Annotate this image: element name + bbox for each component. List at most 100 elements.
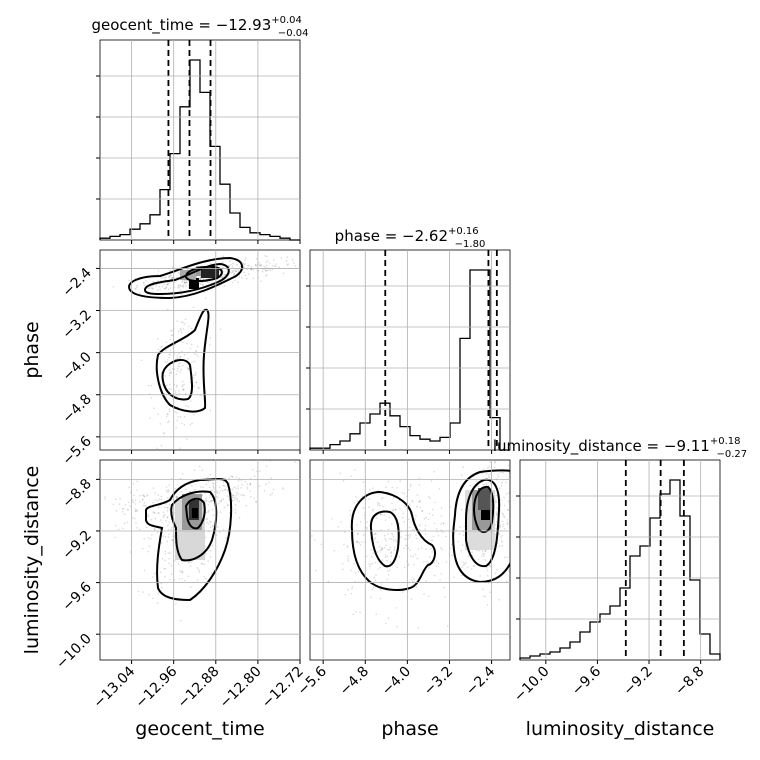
sample-point (251, 469, 254, 471)
sample-point (161, 345, 163, 348)
sample-point (477, 485, 479, 488)
sample-point (194, 488, 196, 491)
sample-point (409, 483, 412, 486)
sample-point (168, 276, 170, 278)
frame-phase-hist (309, 249, 511, 451)
sample-point (198, 387, 200, 389)
sample-point (463, 525, 466, 527)
sample-point (204, 492, 206, 494)
sample-point (486, 604, 489, 606)
sample-point (489, 476, 491, 479)
sample-point (381, 559, 384, 561)
sample-point (375, 574, 377, 576)
sample-point (377, 504, 379, 506)
sample-point (244, 257, 247, 260)
sample-point (384, 556, 387, 558)
sample-point (236, 497, 238, 500)
sample-point (202, 284, 204, 286)
sample-point (250, 268, 253, 271)
sample-point (413, 577, 415, 580)
sample-point (143, 281, 145, 284)
sample-point (175, 373, 178, 376)
sample-point (496, 513, 498, 515)
sample-point (258, 485, 261, 488)
sample-point (495, 511, 498, 513)
sample-point (169, 552, 171, 554)
sample-point (419, 506, 422, 509)
sample-point (408, 526, 411, 529)
sample-point (379, 566, 382, 569)
sample-point (194, 374, 197, 376)
sample-point (503, 496, 505, 499)
sample-point (171, 539, 174, 542)
sample-point (234, 496, 236, 499)
sample-point (398, 556, 401, 558)
sample-point (377, 568, 380, 570)
sample-point (414, 553, 417, 556)
sample-point (505, 493, 508, 495)
sample-point (382, 505, 384, 508)
sample-point (424, 533, 427, 535)
sample-point (423, 517, 426, 520)
sample-point (266, 269, 269, 272)
sample-point (224, 488, 227, 491)
sample-point (439, 579, 441, 581)
sample-point (507, 569, 510, 572)
sample-point (152, 284, 154, 287)
sample-point (267, 259, 269, 262)
sample-point (143, 538, 145, 540)
sample-point (171, 501, 173, 503)
sample-point (417, 626, 420, 629)
sample-point (238, 517, 241, 519)
sample-point (346, 546, 349, 549)
sample-point (134, 510, 137, 513)
sample-point (152, 288, 154, 290)
sample-point (152, 487, 155, 489)
sample-point (201, 563, 203, 565)
sample-point (181, 385, 184, 388)
sample-point (232, 496, 234, 499)
sample-point (164, 276, 166, 279)
sample-point (219, 328, 222, 330)
sample-point (354, 456, 356, 458)
x-tick-label: −8.8 (672, 664, 707, 699)
sample-point (249, 482, 252, 485)
sample-point (484, 550, 487, 552)
sample-point (315, 569, 317, 572)
sample-point (209, 474, 212, 476)
sample-point (147, 515, 149, 517)
sample-point (503, 504, 506, 507)
sample-point (399, 508, 401, 510)
sample-point (199, 282, 201, 284)
sample-point (123, 522, 126, 525)
sample-point (161, 283, 163, 285)
sample-point (171, 526, 173, 529)
sample-point (231, 281, 234, 284)
sample-point (342, 480, 345, 482)
sample-point (131, 499, 134, 501)
sample-point (209, 556, 212, 558)
sample-point (244, 480, 247, 483)
sample-point (416, 494, 419, 496)
sample-point (185, 404, 187, 407)
sample-point (355, 540, 358, 543)
sample-point (195, 350, 197, 352)
sample-point (134, 503, 137, 505)
sample-point (393, 548, 396, 551)
sample-point (168, 276, 170, 279)
sample-point (427, 495, 430, 498)
sample-point (152, 511, 154, 513)
sample-point (182, 388, 185, 391)
sample-point (164, 361, 167, 363)
sample-point (165, 286, 168, 288)
sample-point (166, 283, 168, 286)
sample-point (460, 474, 463, 476)
sample-point (443, 586, 445, 589)
sample-point (184, 281, 186, 284)
contour-right-inner (472, 485, 495, 533)
sample-point (143, 501, 146, 504)
sample-point (469, 485, 472, 487)
sample-point (212, 485, 214, 487)
sample-point (179, 447, 181, 450)
sample-point (253, 497, 255, 499)
